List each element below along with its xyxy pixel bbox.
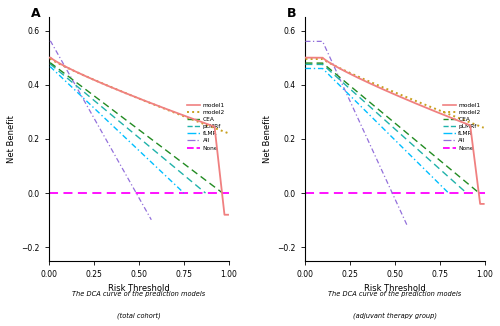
X-axis label: Risk Threshold: Risk Threshold	[364, 284, 426, 293]
Text: The DCA curve of the prediction models: The DCA curve of the prediction models	[328, 290, 461, 297]
Legend: model1, model2, CEA, pLMRf, fLMR, All, None: model1, model2, CEA, pLMRf, fLMR, All, N…	[442, 102, 482, 152]
Y-axis label: Net Benefit: Net Benefit	[262, 115, 272, 163]
Text: (adjuvant therapy group): (adjuvant therapy group)	[352, 313, 436, 319]
Y-axis label: Net Benefit: Net Benefit	[7, 115, 16, 163]
Legend: model1, model2, CEA, pLMRf, fLMR, All, None: model1, model2, CEA, pLMRf, fLMR, All, N…	[186, 102, 226, 152]
Text: A: A	[31, 7, 40, 20]
Text: (total cohort): (total cohort)	[117, 313, 161, 319]
Text: B: B	[286, 7, 296, 20]
X-axis label: Risk Threshold: Risk Threshold	[108, 284, 170, 293]
Text: The DCA curve of the prediction models: The DCA curve of the prediction models	[72, 290, 206, 297]
